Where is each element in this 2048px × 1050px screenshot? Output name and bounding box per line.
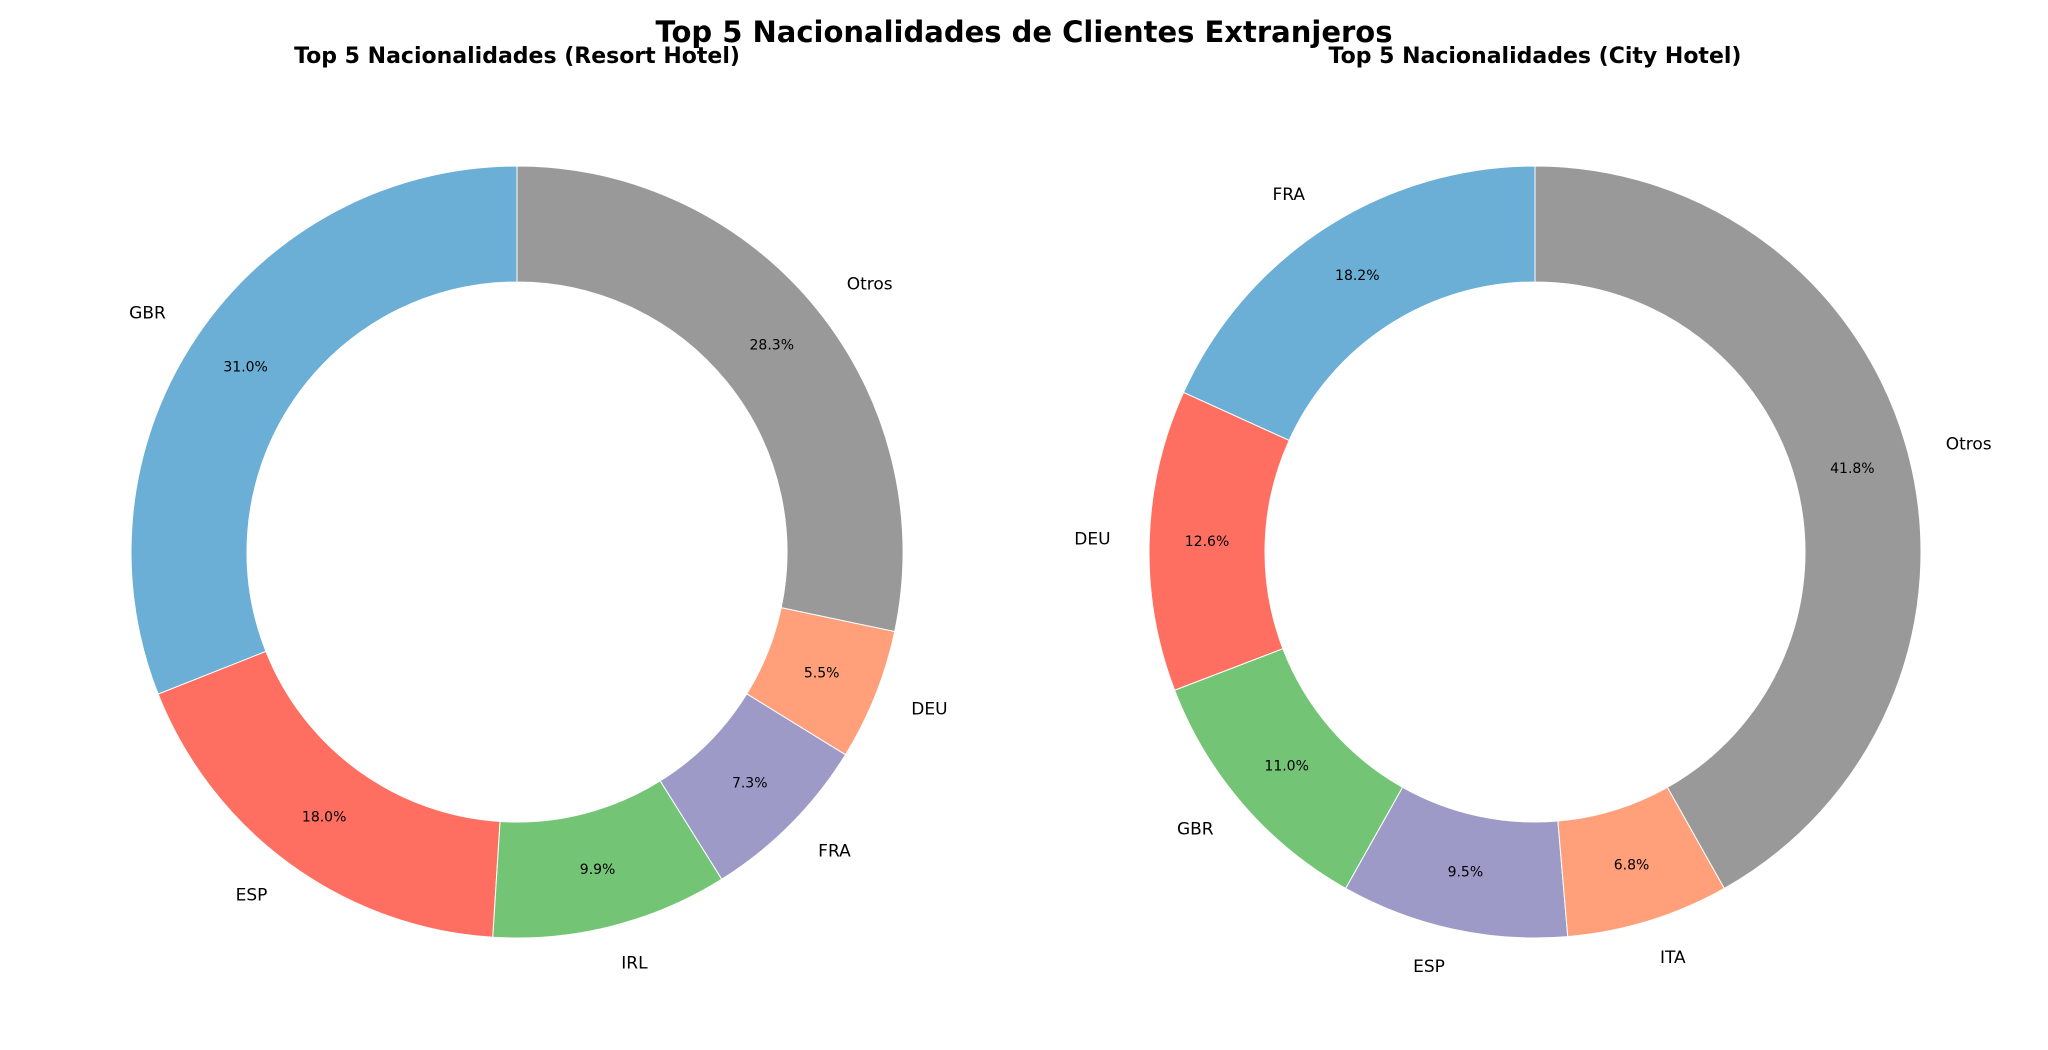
slice-otros-resort-hotel	[516, 165, 904, 633]
figure-title: Top 5 Nacionalidades de Clientes Extranj…	[656, 15, 1393, 49]
slice-esp-resort-hotel	[157, 650, 501, 938]
value-label-esp-city-hotel: 9.5%	[1448, 865, 1484, 881]
category-label-gbr-resort-hotel: GBR	[129, 303, 166, 323]
labels-city-hotel: 18.2% FRA 12.6% DEU 11.0% GBR 9.5% ESP 6.8% ITA 41…	[1074, 185, 1991, 977]
donut-chart-city-hotel: Top 5 Nacionalidades (City Hotel) 18.2% F…	[1074, 44, 1991, 977]
slice-gbr-resort-hotel	[130, 165, 518, 695]
slices-city-hotel	[1148, 165, 1922, 939]
value-label-otros-resort-hotel: 28.3%	[750, 337, 794, 353]
slice-otros-city-hotel	[1534, 165, 1922, 890]
category-label-otros-city-hotel: Otros	[1946, 434, 1992, 454]
labels-resort-hotel: 31.0% GBR 18.0% ESP 9.9% IRL 7.3% FRA 5.5% DEU 28.…	[129, 274, 947, 973]
donut-chart-resort-hotel: Top 5 Nacionalidades (Resort Hotel) 31.0…	[129, 44, 947, 974]
value-label-fra-city-hotel: 18.2%	[1335, 268, 1379, 284]
category-label-esp-resort-hotel: ESP	[236, 886, 268, 906]
category-label-deu-resort-hotel: DEU	[911, 700, 947, 720]
value-label-esp-resort-hotel: 18.0%	[302, 809, 346, 825]
value-label-gbr-resort-hotel: 31.0%	[223, 360, 267, 376]
slice-fra-city-hotel	[1182, 165, 1536, 442]
value-label-deu-resort-hotel: 5.5%	[804, 666, 840, 682]
value-label-deu-city-hotel: 12.6%	[1185, 534, 1229, 550]
value-label-irl-resort-hotel: 9.9%	[580, 862, 616, 878]
category-label-fra-resort-hotel: FRA	[818, 841, 851, 861]
slices-resort-hotel	[130, 165, 904, 939]
value-label-fra-resort-hotel: 7.3%	[732, 775, 768, 791]
category-label-deu-city-hotel: DEU	[1074, 529, 1110, 549]
category-label-fra-city-hotel: FRA	[1273, 185, 1306, 205]
category-label-ita-city-hotel: ITA	[1660, 948, 1686, 968]
category-label-esp-city-hotel: ESP	[1413, 957, 1445, 977]
category-label-otros-resort-hotel: Otros	[847, 274, 893, 294]
category-label-gbr-city-hotel: GBR	[1177, 820, 1214, 840]
value-label-otros-city-hotel: 41.8%	[1830, 461, 1874, 477]
value-label-gbr-city-hotel: 11.0%	[1264, 758, 1308, 774]
value-label-ita-city-hotel: 6.8%	[1614, 858, 1650, 874]
chart-title-resort-hotel: Top 5 Nacionalidades (Resort Hotel)	[294, 44, 740, 69]
chart-title-city-hotel: Top 5 Nacionalidades (City Hotel)	[1329, 44, 1742, 69]
category-label-irl-resort-hotel: IRL	[621, 954, 648, 974]
